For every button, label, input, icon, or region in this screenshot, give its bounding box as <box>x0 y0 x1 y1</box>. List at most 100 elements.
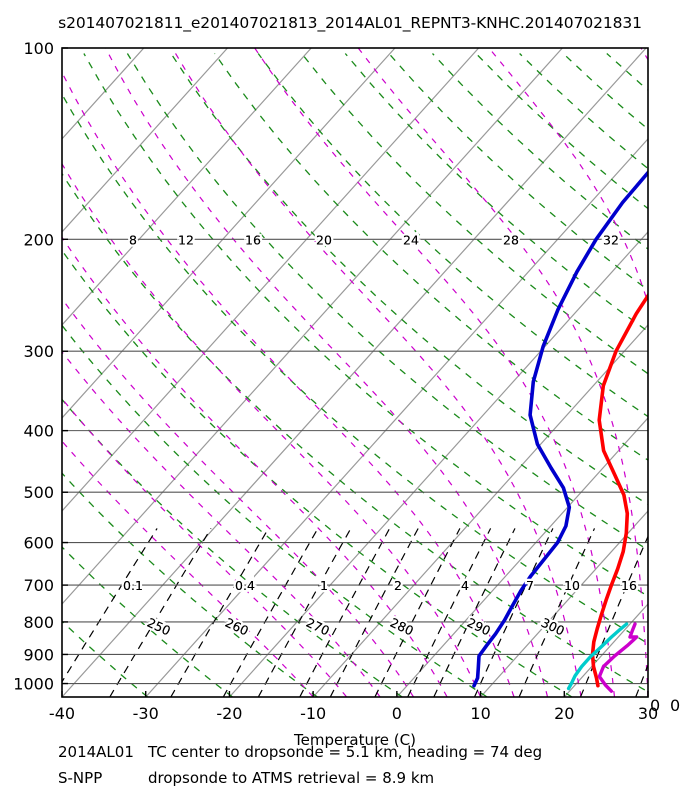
dry-adiabat-line <box>62 249 573 697</box>
isotherm-line <box>62 48 145 140</box>
svg-text:4: 4 <box>461 578 469 593</box>
footer-line-1-text: TC center to dropsonde = 5.1 km, heading… <box>147 743 542 761</box>
right-axis-tick-label: 0 <box>650 696 660 715</box>
x-tick-label: 0 <box>392 704 402 723</box>
mixing-ratio-line <box>170 528 270 697</box>
dry-adiabat-line <box>694 54 700 698</box>
isotherm-line <box>647 696 648 697</box>
y-tick-label: 600 <box>23 534 54 553</box>
svg-text:7: 7 <box>526 578 534 593</box>
isotherm-line <box>62 48 563 605</box>
profiles-group <box>472 169 648 693</box>
moist-adiabat-line <box>104 48 549 697</box>
saturation-mixing-label: 0.10.1 <box>121 576 145 596</box>
moist-adiabat-line <box>254 48 616 697</box>
svg-text:32: 32 <box>603 232 619 247</box>
svg-text:1: 1 <box>320 578 328 593</box>
svg-text:20: 20 <box>316 232 332 247</box>
dry-adiabat-line <box>62 92 648 645</box>
mixing-ratio-line <box>407 528 492 697</box>
dry-adiabat-line <box>62 324 488 697</box>
svg-text:10: 10 <box>564 578 580 593</box>
svg-text:300: 300 <box>539 615 567 639</box>
dry-adiabat-line <box>62 695 64 697</box>
moist-adiabat-line <box>62 350 381 697</box>
saturation-mixing-label: 77 <box>524 576 536 596</box>
svg-text:20: 20 <box>316 232 332 247</box>
y-tick-label: 200 <box>23 230 54 249</box>
moist-adiabat-line <box>640 48 648 61</box>
svg-text:270: 270 <box>304 615 332 639</box>
mixing-ratio-line <box>635 663 648 697</box>
svg-text:8: 8 <box>129 232 137 247</box>
svg-text:16: 16 <box>621 578 637 593</box>
moist-adiabat-line <box>62 297 415 697</box>
dry-adiabat-line <box>344 53 648 333</box>
plot-frame <box>61 47 649 698</box>
svg-text:260: 260 <box>223 615 251 639</box>
dry-adiabat-line <box>214 53 648 461</box>
saturation-mixing-label: 0.40.4 <box>233 576 257 596</box>
dry-adiabat-line <box>62 398 403 697</box>
isotherm-line <box>62 48 312 326</box>
mixing-ratio-line <box>329 528 419 697</box>
moist-adiabat-line <box>62 236 448 697</box>
profile-line-atms-retrieval-dewpoint <box>566 622 629 691</box>
moist-adiabat-line <box>171 48 582 697</box>
gridlines-group <box>0 48 700 698</box>
svg-text:0.1: 0.1 <box>123 578 143 593</box>
svg-text:28: 28 <box>503 232 519 247</box>
isotherm-line <box>0 48 60 697</box>
x-tick-label: 30 <box>638 704 658 723</box>
dry-adiabat-line <box>519 53 648 170</box>
svg-text:12: 12 <box>178 232 194 247</box>
y-tick-label: 800 <box>23 613 54 632</box>
x-axis-label: Temperature (C) <box>293 731 416 749</box>
mixing-ratio-line <box>579 535 648 697</box>
isotherm-line <box>62 48 647 697</box>
svg-text:8: 8 <box>129 232 137 247</box>
dry-adiabat-line <box>257 53 648 418</box>
y-tick-label: 100 <box>23 39 54 58</box>
dry-adiabat-line <box>126 53 648 551</box>
svg-text:16: 16 <box>245 232 261 247</box>
mixing-ratio-line <box>374 528 461 697</box>
isotherm-line <box>62 48 480 512</box>
svg-text:10: 10 <box>564 578 580 593</box>
saturation-mixing-label: 44 <box>459 576 472 596</box>
figure-title: s201407021811_e201407021813_2014AL01_REP… <box>58 14 642 32</box>
svg-text:16: 16 <box>245 232 261 247</box>
svg-text:1: 1 <box>320 578 328 593</box>
dry-adiabat-line <box>475 53 648 210</box>
y-tick-label: 400 <box>23 422 54 441</box>
saturation-mixing-label: 11 <box>318 576 330 596</box>
x-tick-label: 20 <box>554 704 574 723</box>
isotherm-line <box>62 48 396 419</box>
saturation-mixing-label: 22 <box>392 576 404 596</box>
svg-text:0.4: 0.4 <box>235 578 255 593</box>
mixing-ratio-line <box>62 528 158 683</box>
dry-adiabat-line <box>170 53 648 506</box>
svg-text:4: 4 <box>461 578 469 593</box>
footer-line-1-id: 2014AL01 <box>58 743 134 761</box>
mixing-ratio-line <box>473 528 554 697</box>
mixing-ratio-line <box>109 528 212 697</box>
y-tick-label: 1000 <box>13 675 54 694</box>
dry-adiabat-line <box>562 53 648 130</box>
y-tick-label: 700 <box>23 576 54 595</box>
dry-adiabat-line <box>62 172 648 693</box>
isotherm-line <box>145 138 648 697</box>
isotherm-line <box>563 603 648 697</box>
isotherm-line <box>312 324 648 697</box>
y-tick-label: 300 <box>23 342 54 361</box>
